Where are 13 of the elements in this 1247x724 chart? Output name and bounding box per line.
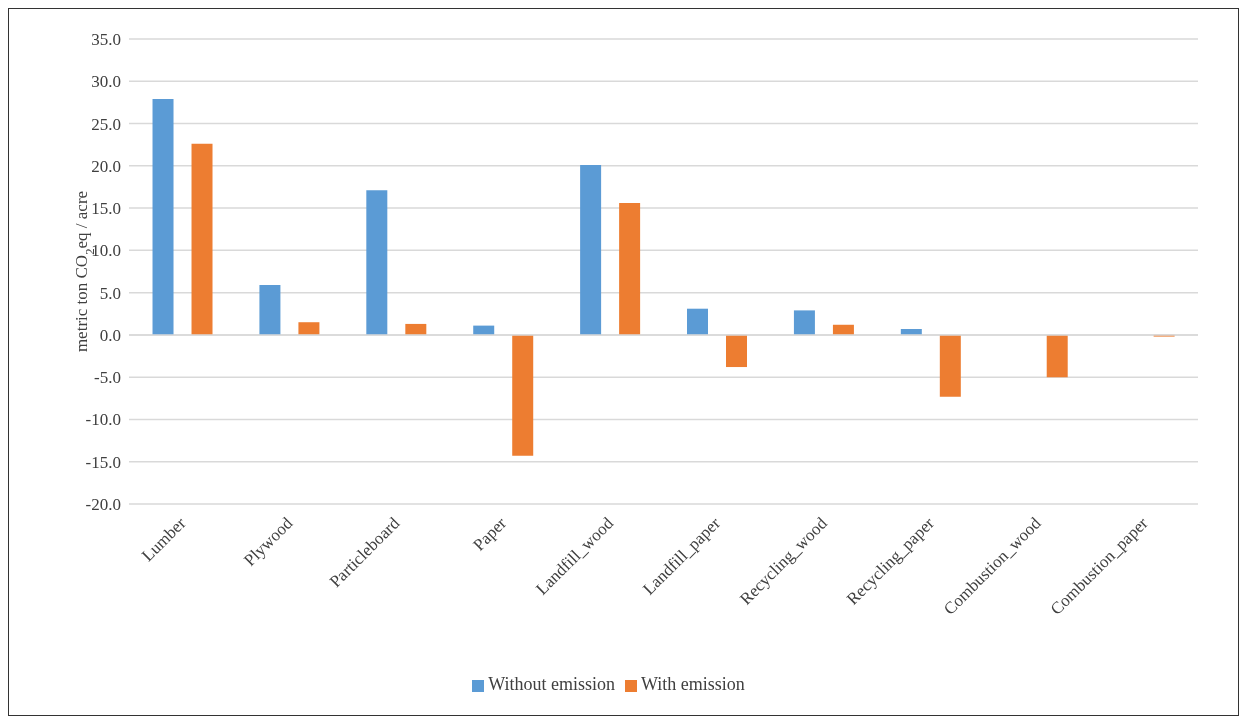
- y-tick-label: 30.0: [91, 72, 121, 92]
- y-tick-label: -10.0: [85, 410, 121, 430]
- legend-label: With emission: [641, 674, 745, 694]
- y-tick-label: -5.0: [94, 368, 121, 388]
- y-tick-label: 20.0: [91, 156, 121, 176]
- y-tick-label: 0.0: [99, 325, 121, 345]
- y-tick-label: 25.0: [91, 114, 121, 134]
- y-tick-label: 35.0: [91, 30, 121, 50]
- y-tick-label: -20.0: [85, 495, 121, 515]
- y-tick-label: 5.0: [99, 283, 121, 303]
- legend-label: Without emission: [488, 674, 615, 694]
- y-tick-label: -15.0: [85, 452, 121, 472]
- y-tick-label: 15.0: [91, 199, 121, 219]
